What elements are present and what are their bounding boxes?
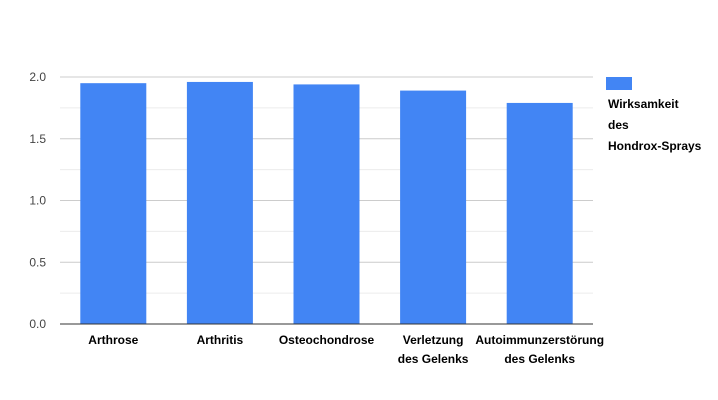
x-tick-label: Arthrose bbox=[88, 333, 138, 347]
bar bbox=[400, 90, 467, 325]
x-tick-label: Arthritis bbox=[197, 333, 244, 347]
y-tick-label: 1.0 bbox=[29, 194, 46, 208]
y-tick-label: 0.0 bbox=[29, 317, 46, 331]
x-tick-label: Autoimmunzerstörung des Gelenks bbox=[475, 333, 604, 366]
bar bbox=[80, 83, 147, 324]
y-tick-label: 2.0 bbox=[29, 70, 46, 84]
bar bbox=[293, 84, 360, 324]
legend-swatch bbox=[606, 77, 632, 90]
bar bbox=[186, 81, 253, 324]
x-tick-label: Osteochondrose bbox=[279, 333, 375, 347]
y-tick-label: 1.5 bbox=[29, 132, 46, 146]
bar bbox=[506, 102, 573, 324]
legend-label: Wirksamkeit des Hondrox-Sprays bbox=[608, 97, 702, 153]
y-tick-label: 0.5 bbox=[29, 255, 46, 269]
x-tick-label: Verletzung des Gelenks bbox=[398, 333, 469, 366]
